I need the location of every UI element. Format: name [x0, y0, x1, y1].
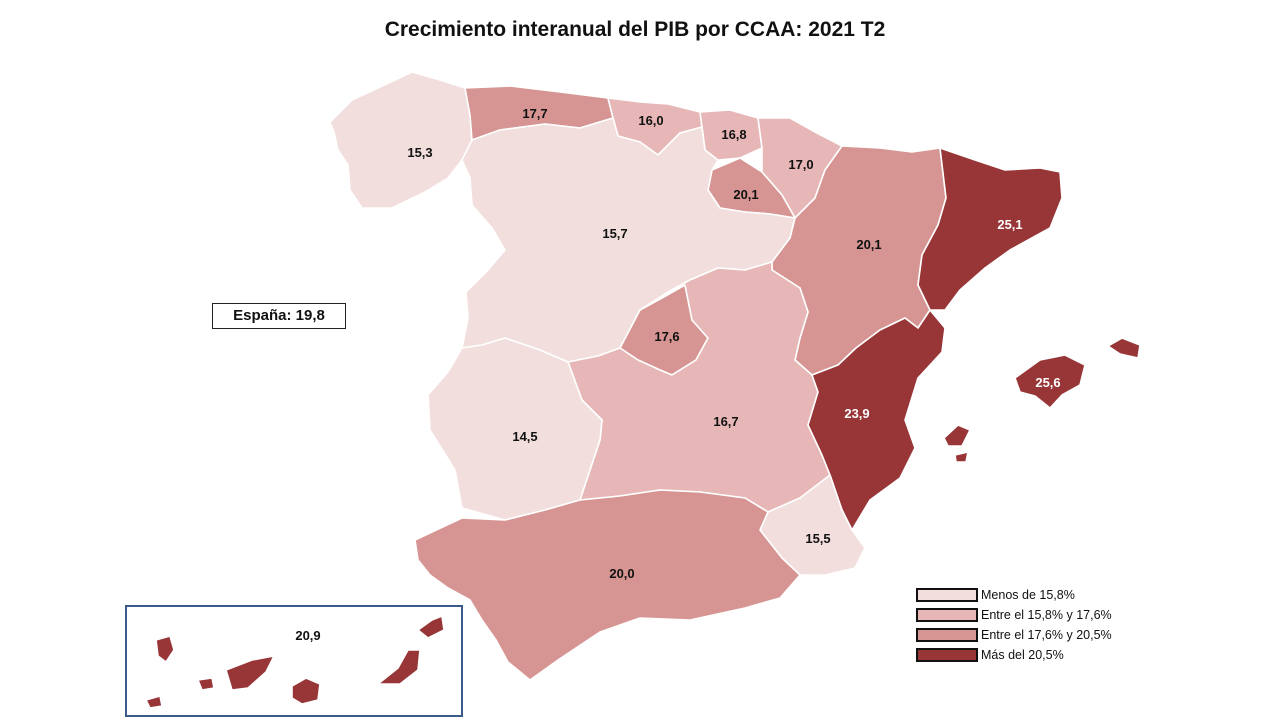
legend-item: Más del 20,5%	[916, 645, 1112, 665]
region-baleares-mallorca[interactable]	[1014, 354, 1086, 409]
region-canarias-fuerteventura[interactable]	[377, 649, 421, 685]
region-cataluna[interactable]	[917, 147, 1063, 311]
label-madrid: 17,6	[654, 329, 679, 344]
label-andalucia: 20,0	[609, 566, 634, 581]
label-pais-vasco: 16,8	[721, 127, 746, 142]
region-canarias-hierro[interactable]	[145, 695, 163, 709]
region-andalucia[interactable]	[414, 489, 801, 681]
map-title: Crecimiento interanual del PIB por CCAA:…	[384, 18, 886, 41]
label-cantabria: 16,0	[638, 113, 663, 128]
legend-item: Entre el 15,8% y 17,6%	[916, 605, 1112, 625]
label-navarra: 17,0	[788, 157, 813, 172]
spain-total-box: España: 19,8	[212, 303, 346, 329]
label-la-rioja: 20,1	[733, 187, 758, 202]
legend-swatch	[916, 648, 978, 662]
label-asturias: 17,7	[522, 106, 547, 121]
region-extremadura[interactable]	[427, 337, 603, 521]
label-aragon: 20,1	[856, 237, 881, 252]
label-castilla-la-mancha: 16,7	[713, 414, 738, 429]
legend-label: Entre el 15,8% y 17,6%	[981, 608, 1112, 622]
label-baleares: 25,6	[1035, 375, 1060, 390]
region-canarias-gran-canaria[interactable]	[291, 677, 321, 705]
label-galicia: 15,3	[407, 145, 432, 160]
region-galicia[interactable]	[329, 71, 473, 209]
label-castilla-leon: 15,7	[602, 226, 627, 241]
legend-swatch	[916, 608, 978, 622]
label-murcia: 15,5	[805, 531, 830, 546]
label-extremadura: 14,5	[512, 429, 537, 444]
spain-total-label: España:	[233, 307, 292, 324]
spain-total-value: 19,8	[295, 307, 325, 324]
region-baleares-formentera[interactable]	[954, 451, 969, 463]
label-cataluna: 25,1	[997, 217, 1022, 232]
legend-item: Menos de 15,8%	[916, 585, 1112, 605]
legend: Menos de 15,8% Entre el 15,8% y 17,6% En…	[916, 585, 1112, 665]
legend-swatch	[916, 588, 978, 602]
label-valencia: 23,9	[844, 406, 869, 421]
legend-item: Entre el 17,6% y 20,5%	[916, 625, 1112, 645]
region-canarias-la-palma[interactable]	[155, 635, 175, 663]
region-baleares-ibiza[interactable]	[943, 424, 971, 447]
legend-label: Menos de 15,8%	[981, 588, 1075, 602]
legend-label: Entre el 17,6% y 20,5%	[981, 628, 1112, 642]
label-canarias: 20,9	[295, 628, 320, 643]
region-canarias-lanzarote[interactable]	[417, 615, 445, 639]
region-canarias-gomera[interactable]	[197, 677, 215, 691]
region-baleares-menorca[interactable]	[1107, 337, 1141, 359]
legend-label: Más del 20,5%	[981, 648, 1064, 662]
canarias-inset-frame	[125, 605, 463, 717]
legend-swatch	[916, 628, 978, 642]
region-canarias-tenerife[interactable]	[225, 655, 275, 691]
